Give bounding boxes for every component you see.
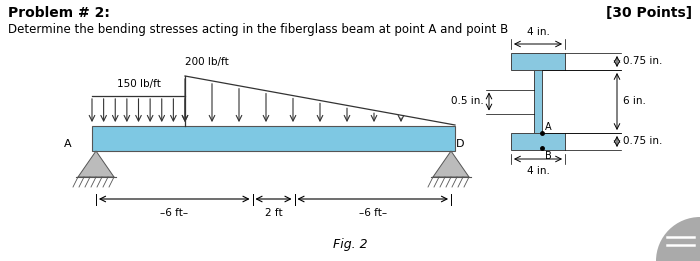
Bar — [511, 53, 565, 70]
Polygon shape — [78, 151, 114, 177]
Bar — [534, 70, 542, 133]
Text: 150 lb/ft: 150 lb/ft — [117, 79, 160, 89]
Text: Determine the bending stresses acting in the fiberglass beam at point A and poin: Determine the bending stresses acting in… — [8, 23, 508, 36]
Text: 4 in.: 4 in. — [526, 166, 550, 176]
Bar — [92, 126, 455, 151]
Text: 200 lb/ft: 200 lb/ft — [185, 57, 229, 67]
Text: Problem # 2:: Problem # 2: — [8, 6, 110, 20]
Text: 0.75 in.: 0.75 in. — [623, 137, 662, 146]
Text: A: A — [545, 122, 552, 132]
Text: A: A — [64, 139, 72, 149]
Text: B: B — [545, 151, 552, 161]
Text: [30 Points]: [30 Points] — [606, 6, 692, 20]
Text: 0.5 in.: 0.5 in. — [452, 97, 484, 106]
Text: 2 ft: 2 ft — [265, 208, 282, 218]
Text: 0.75 in.: 0.75 in. — [623, 56, 662, 67]
Text: –6 ft–: –6 ft– — [160, 208, 188, 218]
Bar — [511, 133, 565, 150]
Text: 4 in.: 4 in. — [526, 27, 550, 37]
Text: –6 ft–: –6 ft– — [358, 208, 387, 218]
Text: 6 in.: 6 in. — [623, 97, 646, 106]
Text: Fig. 2: Fig. 2 — [332, 238, 368, 251]
Polygon shape — [433, 151, 469, 177]
Text: D: D — [456, 139, 465, 149]
Wedge shape — [656, 217, 700, 261]
